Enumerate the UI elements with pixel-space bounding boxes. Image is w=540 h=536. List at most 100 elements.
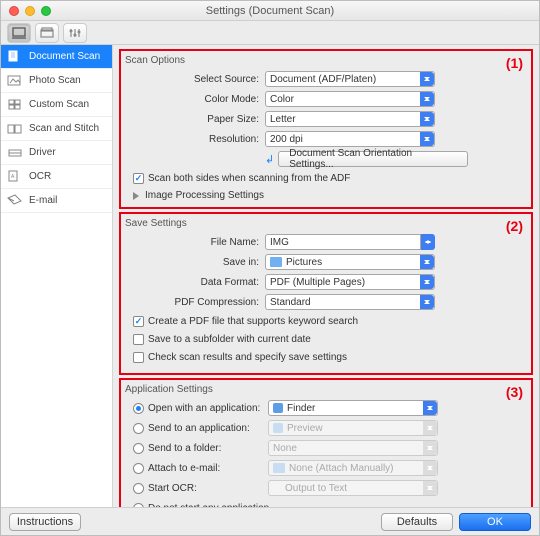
send-folder-select: None [268, 440, 438, 456]
paper-size-label: Paper Size: [125, 114, 265, 125]
start-ocr-label: Start OCR: [144, 483, 268, 494]
close-icon[interactable] [9, 6, 19, 16]
save-settings-title: Save Settings [125, 218, 527, 229]
driver-icon [7, 146, 23, 160]
sidebar-item-ocr[interactable]: A OCR [1, 165, 112, 189]
content: (1) Scan Options Select Source: Document… [113, 45, 539, 507]
application-settings-title: Application Settings [125, 384, 527, 395]
window-controls [1, 6, 59, 16]
scan-options-title: Scan Options [125, 55, 527, 66]
pdf-compression[interactable]: Standard [265, 294, 435, 310]
check-results-checkbox[interactable] [133, 352, 144, 363]
check-results-label: Check scan results and specify save sett… [148, 352, 347, 363]
callout-1: (1) [506, 55, 523, 71]
sidebar-item-email[interactable]: E-mail [1, 189, 112, 213]
tab-general-settings[interactable] [63, 23, 87, 43]
tab-scan-from-operation-panel[interactable] [35, 23, 59, 43]
resolution[interactable]: 200 dpi [265, 131, 435, 147]
preview-icon [273, 423, 283, 433]
window-title: Settings (Document Scan) [1, 5, 539, 17]
open-with-label: Open with an application: [144, 403, 268, 414]
no-start-radio[interactable] [133, 503, 144, 508]
sidebar-label: Scan and Stitch [29, 123, 99, 134]
sidebar: Document Scan Photo Scan Custom Scan Sca… [1, 45, 113, 507]
ocr-icon: A [7, 170, 23, 184]
document-scan-icon [7, 50, 23, 64]
data-format-label: Data Format: [125, 277, 265, 288]
send-folder-label: Send to a folder: [144, 443, 268, 454]
select-source[interactable]: Document (ADF/Platen) [265, 71, 435, 87]
attach-email-select: None (Attach Manually) [268, 460, 438, 476]
chevron-icon [420, 132, 434, 146]
toolbar [1, 21, 539, 45]
create-pdf-keyword-checkbox[interactable] [133, 316, 144, 327]
open-with-radio[interactable] [133, 403, 144, 414]
folder-icon [273, 463, 285, 473]
section-application-settings: (3) Application Settings Open with an ap… [119, 378, 533, 507]
instructions-button[interactable]: Instructions [9, 513, 81, 531]
folder-icon [270, 257, 282, 267]
callout-2: (2) [506, 218, 523, 234]
save-in[interactable]: Pictures [265, 254, 435, 270]
save-subfolder-checkbox[interactable] [133, 334, 144, 345]
save-subfolder-label: Save to a subfolder with current date [148, 334, 311, 345]
attach-email-label: Attach to e-mail: [144, 463, 268, 474]
color-mode-label: Color Mode: [125, 94, 265, 105]
sidebar-item-photo-scan[interactable]: Photo Scan [1, 69, 112, 93]
chevron-icon [420, 92, 434, 106]
ok-button[interactable]: OK [459, 513, 531, 531]
sidebar-label: E-mail [29, 195, 57, 206]
select-source-label: Select Source: [125, 74, 265, 85]
callout-3: (3) [506, 384, 523, 400]
email-icon [7, 194, 23, 208]
sidebar-label: Photo Scan [29, 75, 81, 86]
chevron-icon [420, 112, 434, 126]
send-app-radio[interactable] [133, 423, 144, 434]
image-processing-disclosure[interactable]: Image Processing Settings [133, 190, 527, 201]
settings-window: Settings (Document Scan) Document Scan P… [0, 0, 540, 536]
custom-scan-icon [7, 98, 23, 112]
chevron-icon [423, 461, 437, 475]
color-mode[interactable]: Color [265, 91, 435, 107]
defaults-button[interactable]: Defaults [381, 513, 453, 531]
paper-size[interactable]: Letter [265, 111, 435, 127]
send-app-select: Preview [268, 420, 438, 436]
orientation-icon: ↲ [265, 153, 274, 166]
sidebar-item-scan-and-stitch[interactable]: Scan and Stitch [1, 117, 112, 141]
scan-both-sides-checkbox[interactable] [133, 173, 144, 184]
orientation-settings-button[interactable]: Document Scan Orientation Settings... [278, 151, 468, 167]
open-with-select[interactable]: Finder [268, 400, 438, 416]
file-name-label: File Name: [125, 237, 265, 248]
chevron-icon[interactable] [421, 234, 435, 250]
attach-email-radio[interactable] [133, 463, 144, 474]
disclosure-triangle-icon [133, 192, 139, 200]
data-format[interactable]: PDF (Multiple Pages) [265, 274, 435, 290]
photo-scan-icon [7, 74, 23, 88]
pdf-compression-label: PDF Compression: [125, 297, 265, 308]
start-ocr-radio[interactable] [133, 483, 144, 494]
sidebar-item-custom-scan[interactable]: Custom Scan [1, 93, 112, 117]
minimize-icon[interactable] [25, 6, 35, 16]
scan-both-sides-label: Scan both sides when scanning from the A… [148, 173, 350, 184]
chevron-icon [423, 481, 437, 495]
section-save-settings: (2) Save Settings File Name: IMG Save in… [119, 212, 533, 375]
sidebar-item-driver[interactable]: Driver [1, 141, 112, 165]
zoom-icon[interactable] [41, 6, 51, 16]
section-scan-options: (1) Scan Options Select Source: Document… [119, 49, 533, 209]
tab-scan-from-computer[interactable] [7, 23, 31, 43]
file-name-input[interactable]: IMG [265, 234, 421, 250]
stitch-icon [7, 122, 23, 136]
sidebar-label: Document Scan [29, 51, 100, 62]
sidebar-label: OCR [29, 171, 51, 182]
chevron-icon [423, 401, 437, 415]
chevron-icon [420, 72, 434, 86]
create-pdf-keyword-label: Create a PDF file that supports keyword … [148, 316, 358, 327]
sidebar-item-document-scan[interactable]: Document Scan [1, 45, 112, 69]
svg-text:A: A [11, 174, 15, 180]
chevron-icon [420, 255, 434, 269]
sidebar-label: Driver [29, 147, 56, 158]
save-in-label: Save in: [125, 257, 265, 268]
chevron-icon [420, 275, 434, 289]
start-ocr-select: Output to Text [268, 480, 438, 496]
send-folder-radio[interactable] [133, 443, 144, 454]
